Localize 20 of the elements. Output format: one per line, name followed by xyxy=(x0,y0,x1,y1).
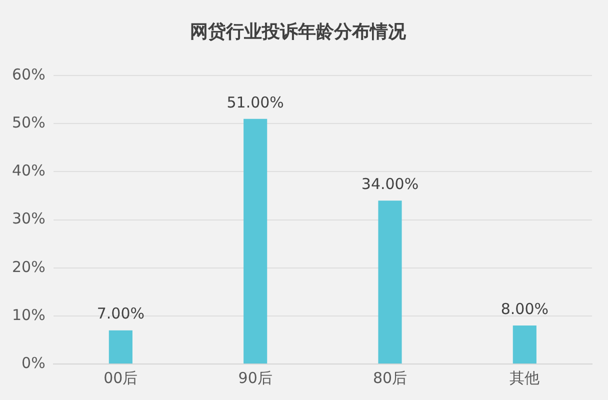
bar xyxy=(244,118,268,364)
bar xyxy=(378,200,402,364)
y-tick-label: 60% xyxy=(12,65,46,84)
data-label: 8.00% xyxy=(500,300,548,318)
x-tick-label: 90后 xyxy=(238,368,272,387)
bar xyxy=(108,330,132,364)
data-label: 51.00% xyxy=(226,93,284,112)
x-tick-label: 00后 xyxy=(104,368,138,387)
y-tick-label: 0% xyxy=(22,354,46,372)
y-tick-label: 20% xyxy=(12,258,46,276)
y-tick-label: 50% xyxy=(12,114,46,132)
data-label: 34.00% xyxy=(361,174,419,193)
chart-title: 网贷行业投诉年龄分布情况 xyxy=(190,21,407,42)
y-tick-label: 30% xyxy=(12,210,46,228)
y-tick-label: 40% xyxy=(12,162,46,180)
x-tick-label: 其他 xyxy=(510,368,540,387)
data-label: 7.00% xyxy=(96,304,144,323)
x-tick-label: 80后 xyxy=(372,368,408,387)
bar xyxy=(512,326,536,364)
y-tick-label: 10% xyxy=(12,306,46,324)
